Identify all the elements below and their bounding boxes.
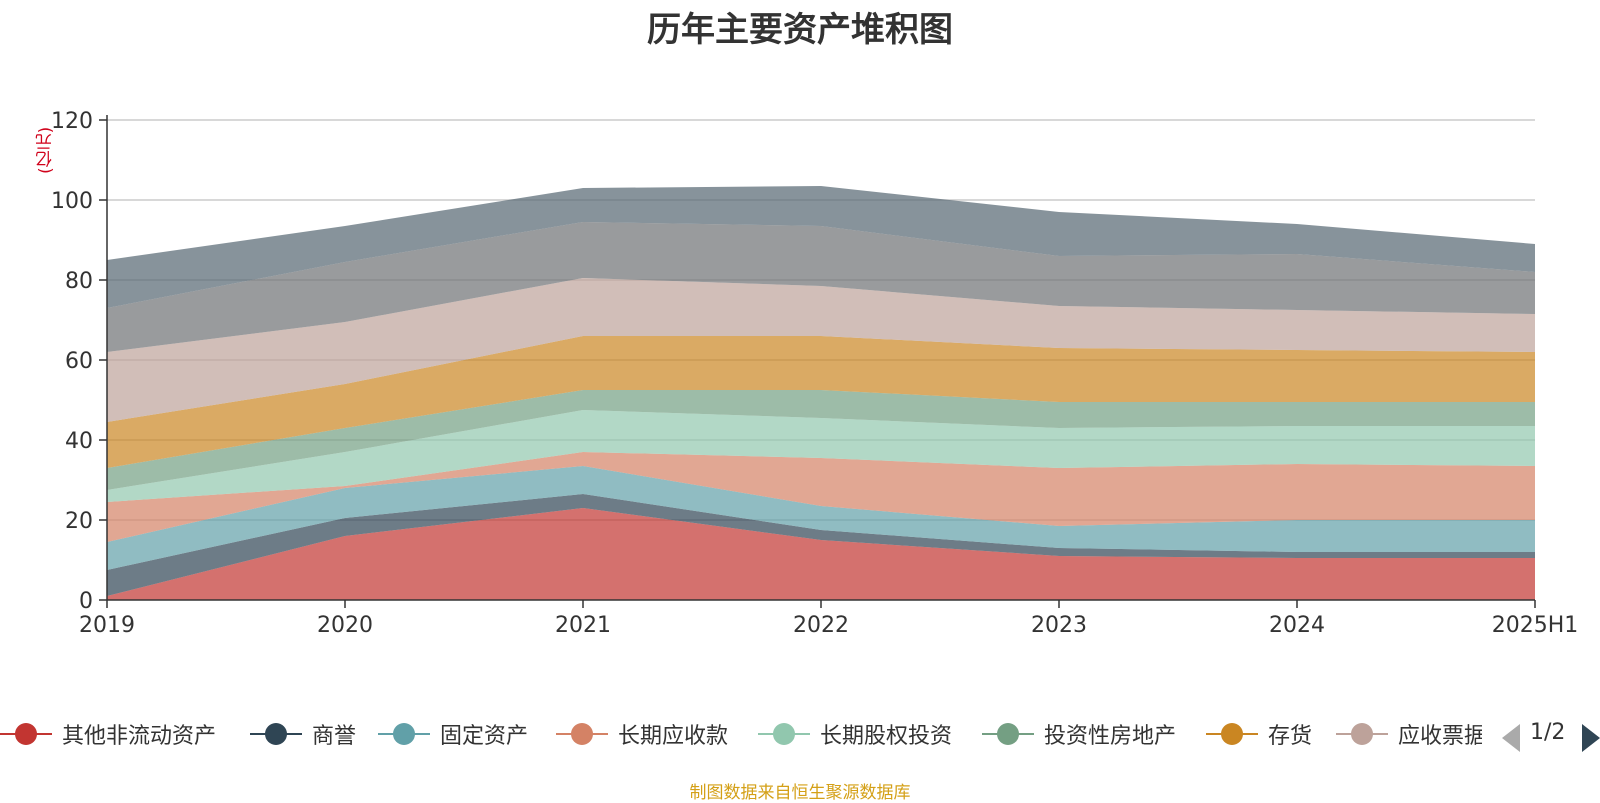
y-axis-unit-label: (亿元) — [36, 126, 56, 174]
legend-prev-page-icon[interactable] — [1502, 724, 1520, 752]
legend-marker-icon — [1206, 722, 1258, 746]
area-series-2 — [107, 466, 1535, 570]
legend-label: 投资性房地产 — [1044, 724, 1177, 749]
legend-label: 固定资产 — [440, 724, 529, 749]
x-tick-label: 2025H1 — [1492, 613, 1579, 638]
legend-marker-icon — [378, 722, 430, 746]
legend-item[interactable]: 应收票据 — [1336, 716, 1482, 752]
legend-label: 长期股权投资 — [820, 724, 953, 749]
area-series-0 — [107, 508, 1535, 600]
x-tick-label: 2023 — [1031, 613, 1087, 638]
legend-item[interactable]: 存货 — [1206, 716, 1312, 752]
x-tick-label: 2022 — [793, 613, 849, 638]
legend-marker-icon — [758, 722, 810, 746]
legend-marker-icon — [0, 722, 52, 746]
x-tick-label: 2024 — [1269, 613, 1325, 638]
legend-item[interactable]: 长期应收款 — [556, 716, 728, 752]
area-series-9 — [107, 186, 1535, 308]
legend-item[interactable]: 长期股权投资 — [758, 716, 952, 752]
area-series-6 — [107, 336, 1535, 468]
legend-page-indicator: 1/2 — [1530, 720, 1566, 745]
legend-label: 长期应收款 — [618, 724, 729, 749]
legend-item[interactable]: 其他非流动资产 — [0, 716, 216, 752]
legend-items: 其他非流动资产 商誉 固定资产 长期应收款 长期股权投资 投资性房地产 存货 应收票据 — [0, 716, 1482, 752]
area-series-8 — [107, 222, 1535, 352]
legend-label: 商誉 — [312, 724, 357, 749]
legend-item[interactable]: 投资性房地产 — [982, 716, 1176, 752]
legend-marker-icon — [250, 722, 302, 746]
area-series-1 — [107, 494, 1535, 596]
y-tick-label: 40 — [65, 429, 93, 454]
area-series-7 — [107, 278, 1535, 422]
x-tick-label: 2020 — [317, 613, 373, 638]
y-tick-label: 60 — [65, 349, 93, 374]
area-series-3 — [107, 452, 1535, 542]
chart-title: 历年主要资产堆积图 — [647, 10, 953, 50]
legend-item[interactable]: 固定资产 — [378, 716, 528, 752]
y-tick-label: 20 — [65, 509, 93, 534]
data-source-note: 制图数据来自恒生聚源数据库 — [689, 783, 911, 803]
x-tick-label: 2021 — [555, 613, 611, 638]
legend-next-page-icon[interactable] — [1582, 724, 1600, 752]
y-tick-label: 100 — [51, 189, 93, 214]
legend-marker-icon — [982, 722, 1034, 746]
area-series-4 — [107, 410, 1535, 502]
y-tick-label: 120 — [51, 109, 93, 134]
y-tick-label: 80 — [65, 269, 93, 294]
legend-marker-icon — [556, 722, 608, 746]
area-series-5 — [107, 390, 1535, 490]
legend-marker-icon — [1336, 722, 1388, 746]
legend-label: 应收票据 — [1398, 724, 1482, 749]
legend-label: 存货 — [1268, 724, 1313, 749]
y-tick-label: 0 — [79, 589, 93, 614]
x-tick-label: 2019 — [79, 613, 135, 638]
legend-item[interactable]: 商誉 — [250, 716, 356, 752]
legend: 其他非流动资产 商誉 固定资产 长期应收款 长期股权投资 投资性房地产 存货 应收票据 1/2 — [0, 716, 1600, 752]
legend-label: 其他非流动资产 — [62, 724, 217, 749]
